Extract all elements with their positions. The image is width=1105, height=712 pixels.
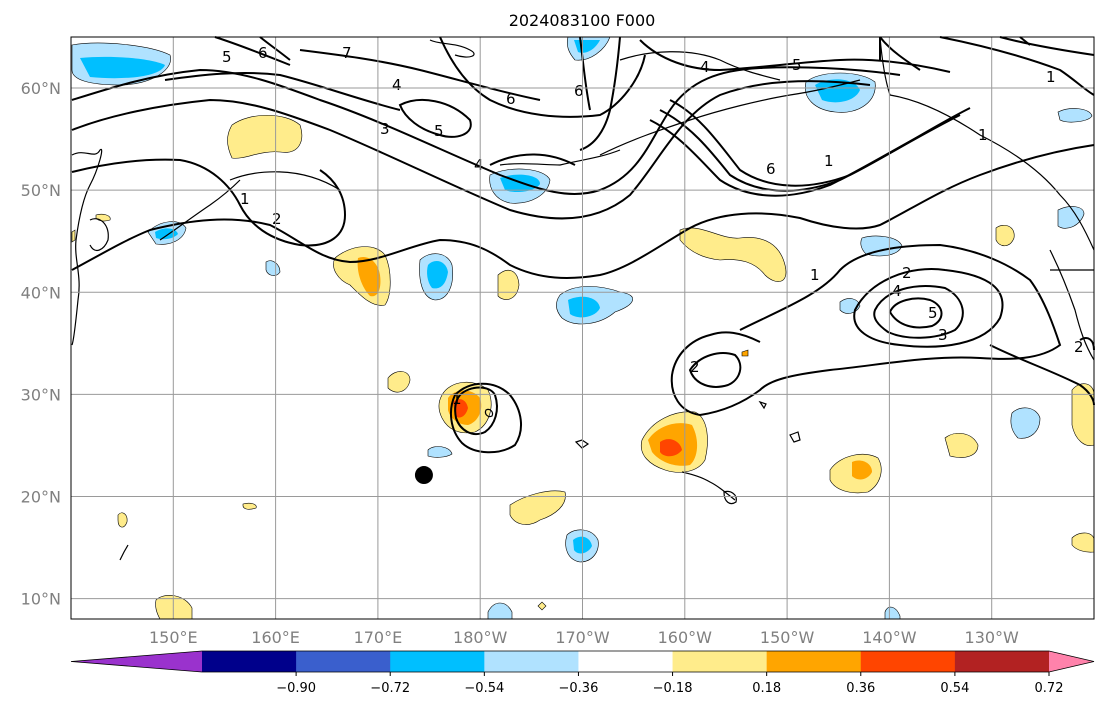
latitude-tick-label: 60°N [21,79,61,98]
contour-label: 3 [938,326,948,344]
contour-label: 6 [766,160,776,178]
contour-label: 1 [1046,68,1056,86]
contour-label: 5 [222,48,232,66]
map-title: 2024083100 F000 [509,11,656,30]
colorbar-tick-label: −0.36 [559,681,599,696]
storm-center-marker [414,466,433,485]
contour-label: 2 [1074,338,1084,356]
contour-label: 5 [792,56,802,74]
colorbar-tick-label: 0.72 [1035,681,1064,696]
longitude-tick-label: 130°W [965,628,1020,647]
contour-label: 5 [434,122,444,140]
colorbar [70,650,1095,673]
longitude-tick-label: 160°W [658,628,713,647]
colorbar-segment [390,651,485,672]
colorbar-tick-label: −0.54 [464,681,504,696]
longitude-tick-label: 180°W [453,628,508,647]
plot-frame [70,36,1095,620]
contour-label: 3 [380,120,390,138]
longitude-tick-label: 140°W [862,628,917,647]
colorbar-tick-label: 0.36 [846,681,875,696]
colorbar-segment [766,651,862,672]
colorbar-extend-low [71,651,202,672]
colorbar-segment [296,651,391,672]
contour-label: 1 [452,390,462,408]
colorbar-tick-label: −0.72 [370,681,410,696]
negative-anomaly-shading [71,36,1093,620]
contour-label: 4 [700,58,710,76]
map-plot-area: 6 5 7 4 3 6 5 4 4 5 6 6 1 2 1 2 1 2 4 5 … [70,36,1095,620]
colorbar-segment [672,651,768,672]
contour-label: 2 [690,358,700,376]
colorbar-segment [484,651,579,672]
latitude-tick-label: 10°N [21,590,61,609]
contour-label: 6 [506,90,516,108]
longitude-tick-label: 160°E [251,628,300,647]
colorbar-tick-label: −0.90 [276,681,316,696]
colorbar-tick-label: −0.18 [653,681,693,696]
latitude-tick-label: 30°N [21,385,61,404]
contour-label: 1 [240,190,250,208]
longitude-tick-label: 150°E [149,628,198,647]
contour-label: 6 [258,44,268,62]
colorbar-extend-high [1049,651,1094,672]
longitude-tick-label: 170°W [555,628,610,647]
contour-label: 1 [978,126,988,144]
colorbar-tick-label: 0.18 [752,681,781,696]
colorbar-segment [954,651,1050,672]
colorbar-segment [860,651,956,672]
colorbar-segment [578,651,674,672]
longitude-tick-label: 150°W [760,628,815,647]
contour-label: 1 [824,152,834,170]
colorbar-segment [202,651,297,672]
latitude-tick-label: 20°N [21,487,61,506]
contour-label: 1 [810,266,820,284]
longitude-tick-label: 170°E [354,628,403,647]
latitude-tick-label: 40°N [21,283,61,302]
contour-label: 6 [574,82,584,100]
longitude-tick-labels: 150°E 160°E 170°E 180°W 170°W 160°W 150°W 140°W… [149,628,1019,647]
contour-label: 7 [342,44,352,62]
contour-lines [71,36,1095,454]
positive-anomaly-shading [71,115,1095,620]
colorbar-tick-labels: −0.90 −0.72 −0.54 −0.36 −0.18 0.18 0.36 0.54 0.7… [276,672,1064,696]
contour-label: 4 [892,282,902,300]
colorbar-tick-label: 0.54 [940,681,969,696]
contour-label: 4 [474,156,484,174]
contour-labels: 6 5 7 4 3 6 5 4 4 5 6 6 1 2 1 2 1 2 4 5 … [222,44,1084,408]
latitude-tick-labels: 10°N 20°N 30°N 40°N 50°N 60°N [21,79,61,609]
gridlines [71,37,1094,619]
contour-label: 2 [272,210,282,228]
coastlines [71,36,1095,561]
contour-label: 4 [392,76,402,94]
latitude-tick-label: 50°N [21,181,61,200]
contour-label: 2 [902,264,912,282]
contour-label: 5 [928,304,938,322]
